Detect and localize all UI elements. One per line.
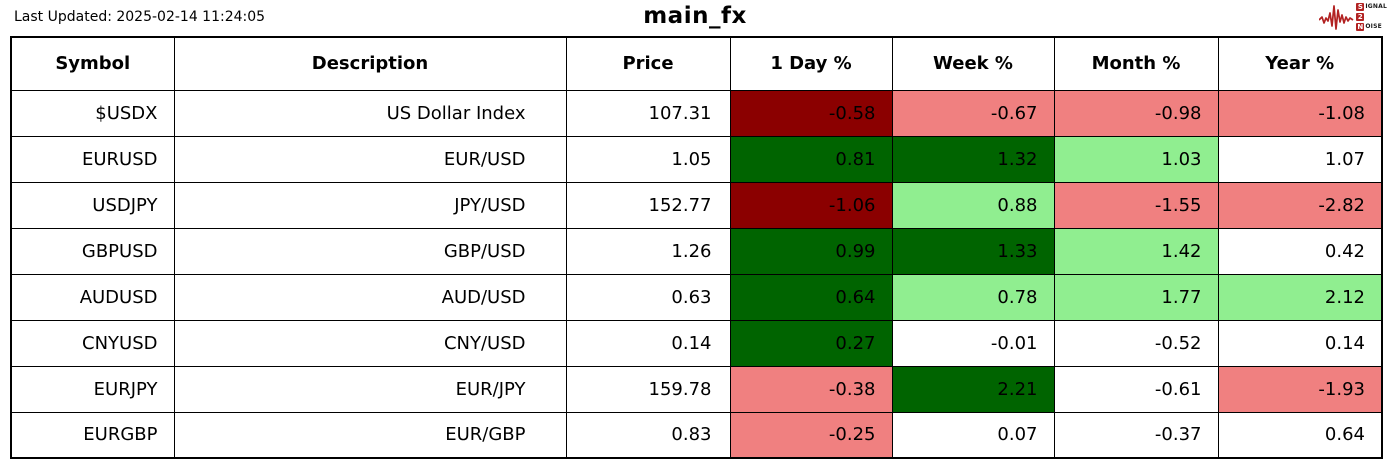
column-header-week: Week % [891, 36, 1055, 91]
logo-line-signal: S IGNAL [1356, 2, 1387, 11]
pct-cell: -0.67 [891, 89, 1055, 137]
symbol-cell: USDJPY [10, 181, 175, 229]
price-cell: 152.77 [565, 181, 731, 229]
symbol-cell: AUDUSD [10, 273, 175, 321]
description-cell: GBP/USD [173, 227, 567, 275]
symbol-cell: GBPUSD [10, 227, 175, 275]
pct-cell: -0.37 [1053, 411, 1219, 459]
pct-cell: 1.33 [891, 227, 1055, 275]
table-row: EURGBP EUR/GBP 0.83 -0.25 0.07 -0.37 0.64 [10, 411, 1383, 459]
pct-cell: 0.27 [729, 319, 893, 367]
pct-cell: 1.03 [1053, 135, 1219, 183]
column-header-price: Price [565, 36, 731, 91]
price-cell: 0.63 [565, 273, 731, 321]
pct-cell: 0.14 [1217, 319, 1383, 367]
table-row: $USDX US Dollar Index 107.31 -0.58 -0.67 -0.9… [10, 89, 1383, 137]
pct-cell: 0.88 [891, 181, 1055, 229]
pct-cell: -0.25 [729, 411, 893, 459]
column-header-year: Year % [1217, 36, 1383, 91]
pct-cell: 0.64 [1217, 411, 1383, 459]
fx-table: Symbol Description Price 1 Day % Week % Month… [10, 36, 1383, 459]
pct-cell: -0.61 [1053, 365, 1219, 413]
logo-text: S IGNAL 2 N OISE [1356, 2, 1387, 32]
pct-cell: 2.12 [1217, 273, 1383, 321]
logo-rest-ignal: IGNAL [1365, 3, 1387, 10]
table-row: EURUSD EUR/USD 1.05 0.81 1.32 1.03 1.07 [10, 135, 1383, 183]
price-cell: 1.26 [565, 227, 731, 275]
description-cell: AUD/USD [173, 273, 567, 321]
pct-cell: 0.78 [891, 273, 1055, 321]
pct-cell: 0.07 [891, 411, 1055, 459]
price-cell: 159.78 [565, 365, 731, 413]
logo-badge-n: N [1356, 22, 1365, 31]
pct-cell: -0.58 [729, 89, 893, 137]
description-cell: US Dollar Index [173, 89, 567, 137]
header-row: Symbol Description Price 1 Day % Week % Month… [10, 36, 1383, 91]
logo-badge-s: S [1356, 2, 1365, 11]
table-row: AUDUSD AUD/USD 0.63 0.64 0.78 1.77 2.12 [10, 273, 1383, 321]
pct-cell: -1.06 [729, 181, 893, 229]
symbol-cell: EURUSD [10, 135, 175, 183]
pct-cell: -0.52 [1053, 319, 1219, 367]
pct-cell: 0.42 [1217, 227, 1383, 275]
pct-cell: 0.99 [729, 227, 893, 275]
pct-cell: 1.32 [891, 135, 1055, 183]
price-cell: 0.14 [565, 319, 731, 367]
logo-line-2: 2 [1356, 12, 1387, 21]
description-cell: JPY/USD [173, 181, 567, 229]
pct-cell: -1.08 [1217, 89, 1383, 137]
pct-cell: 0.64 [729, 273, 893, 321]
logo-line-noise: N OISE [1356, 22, 1387, 31]
last-updated-label: Last Updated: 2025-02-14 11:24:05 [14, 9, 266, 25]
logo-rest-oise: OISE [1365, 23, 1382, 30]
price-cell: 0.83 [565, 411, 731, 459]
pct-cell: -2.82 [1217, 181, 1383, 229]
pct-cell: -0.98 [1053, 89, 1219, 137]
symbol-cell: EURJPY [10, 365, 175, 413]
pct-cell: 0.81 [729, 135, 893, 183]
pct-cell: 1.77 [1053, 273, 1219, 321]
description-cell: EUR/USD [173, 135, 567, 183]
symbol-cell: CNYUSD [10, 319, 175, 367]
pct-cell: 2.21 [891, 365, 1055, 413]
column-header-symbol: Symbol [10, 36, 175, 91]
column-header-description: Description [173, 36, 567, 91]
pct-cell: -0.38 [729, 365, 893, 413]
description-cell: CNY/USD [173, 319, 567, 367]
table-row: USDJPY JPY/USD 152.77 -1.06 0.88 -1.55 -2.82 [10, 181, 1383, 229]
pct-cell: -1.55 [1053, 181, 1219, 229]
pct-cell: 1.07 [1217, 135, 1383, 183]
table-row: CNYUSD CNY/USD 0.14 0.27 -0.01 -0.52 0.14 [10, 319, 1383, 367]
column-header-month: Month % [1053, 36, 1219, 91]
description-cell: EUR/GBP [173, 411, 567, 459]
symbol-cell: EURGBP [10, 411, 175, 459]
price-cell: 107.31 [565, 89, 731, 137]
column-header-1-day: 1 Day % [729, 36, 893, 91]
table-row: GBPUSD GBP/USD 1.26 0.99 1.33 1.42 0.42 [10, 227, 1383, 275]
logo-badge-2: 2 [1356, 12, 1365, 21]
table-row: EURJPY EUR/JPY 159.78 -0.38 2.21 -0.61 -1.93 [10, 365, 1383, 413]
signal2noise-logo: S IGNAL 2 N OISE [1319, 2, 1387, 32]
pct-cell: -1.93 [1217, 365, 1383, 413]
symbol-cell: $USDX [10, 89, 175, 137]
pct-cell: 1.42 [1053, 227, 1219, 275]
description-cell: EUR/JPY [173, 365, 567, 413]
waveform-icon [1319, 5, 1354, 30]
page-title: main_fx [643, 3, 747, 29]
pct-cell: -0.01 [891, 319, 1055, 367]
price-cell: 1.05 [565, 135, 731, 183]
